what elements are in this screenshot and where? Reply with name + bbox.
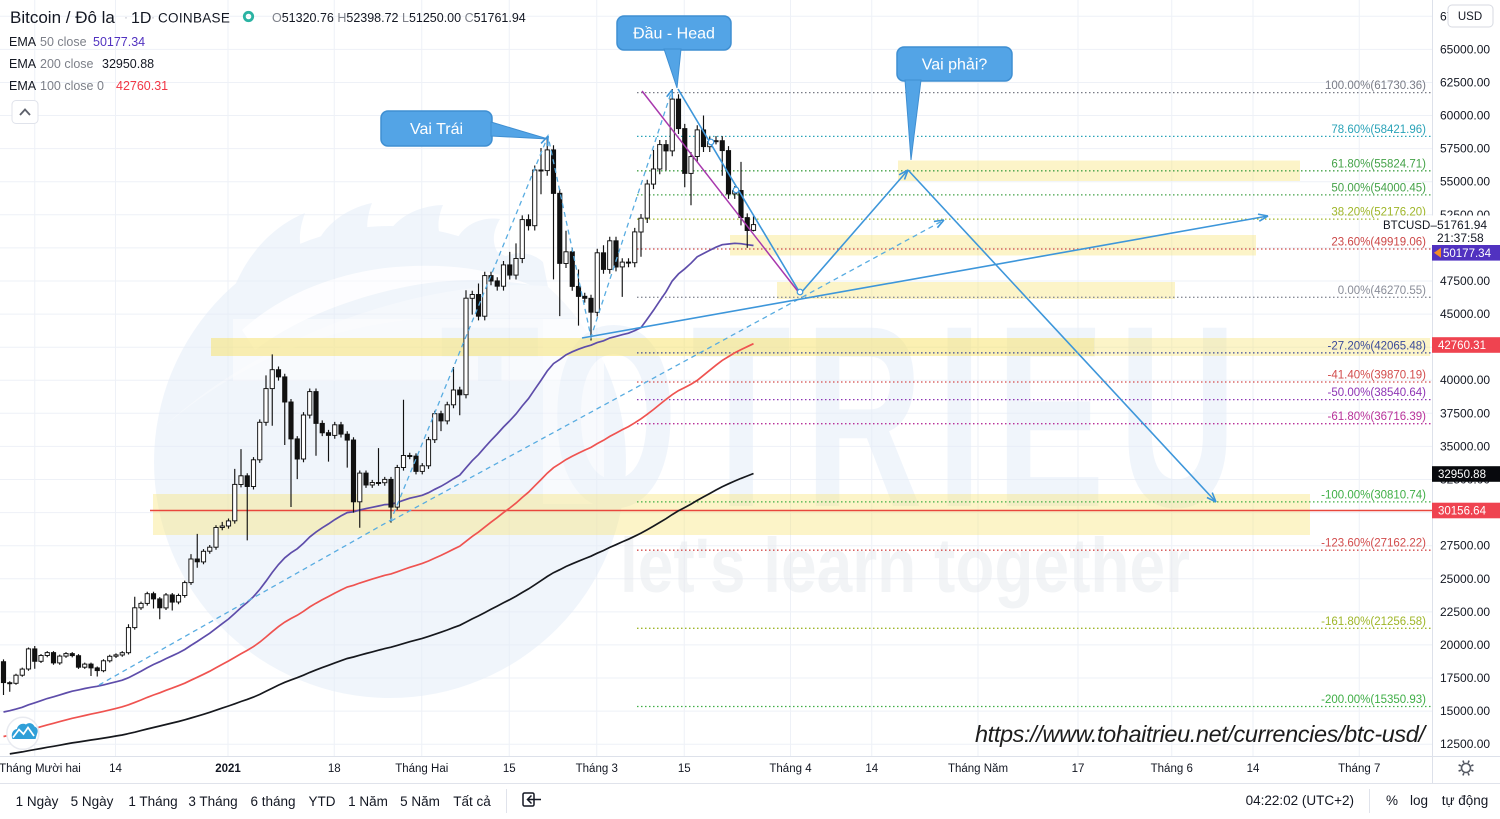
svg-text:-100.00%(30810.74): -100.00%(30810.74) bbox=[1321, 489, 1426, 501]
svg-text:0.00%(46270.55): 0.00%(46270.55) bbox=[1338, 285, 1426, 297]
svg-text:3 Tháng: 3 Tháng bbox=[188, 794, 237, 809]
svg-text:47500.00: 47500.00 bbox=[1440, 274, 1490, 288]
svg-text:-123.60%(27162.22): -123.60%(27162.22) bbox=[1321, 538, 1426, 550]
svg-text:Đầu - Head: Đầu - Head bbox=[633, 26, 715, 43]
svg-text:5 Năm: 5 Năm bbox=[400, 794, 440, 809]
svg-text:15000.00: 15000.00 bbox=[1440, 704, 1490, 718]
svg-text:1 Năm: 1 Năm bbox=[348, 794, 388, 809]
svg-text:25000.00: 25000.00 bbox=[1440, 572, 1490, 586]
svg-text:O51320.76 H52398.72 L51250.00: O51320.76 H52398.72 L51250.00 C51761.94 bbox=[272, 11, 526, 25]
svg-text:42760.31: 42760.31 bbox=[1438, 340, 1486, 352]
svg-text:18: 18 bbox=[328, 763, 341, 775]
svg-text:%: % bbox=[1386, 793, 1398, 808]
svg-text:50.00%(54000.45): 50.00%(54000.45) bbox=[1331, 182, 1426, 194]
svg-text:32950.88: 32950.88 bbox=[1438, 469, 1486, 481]
svg-text:·: · bbox=[124, 10, 128, 24]
svg-text:21:37:58: 21:37:58 bbox=[1437, 231, 1484, 245]
svg-text:14: 14 bbox=[865, 763, 878, 775]
svg-text:12500.00: 12500.00 bbox=[1440, 737, 1490, 751]
svg-text:100.00%(61730.36): 100.00%(61730.36) bbox=[1325, 80, 1426, 92]
svg-text:-200.00%(15350.93): -200.00%(15350.93) bbox=[1321, 694, 1426, 706]
svg-text:14: 14 bbox=[109, 763, 122, 775]
svg-text:Vai Trái: Vai Trái bbox=[410, 121, 463, 138]
svg-text:Vai phải?: Vai phải? bbox=[922, 57, 988, 74]
svg-text:23.60%(49919.06): 23.60%(49919.06) bbox=[1331, 237, 1426, 249]
svg-text:27500.00: 27500.00 bbox=[1440, 539, 1490, 553]
svg-text:Tháng Năm: Tháng Năm bbox=[948, 763, 1008, 775]
svg-text:Bitcoin / Đô la: Bitcoin / Đô la bbox=[10, 8, 115, 27]
svg-text:Tháng Hai: Tháng Hai bbox=[395, 763, 448, 775]
svg-text:40000.00: 40000.00 bbox=[1440, 373, 1490, 387]
svg-text:61.80%(55824.71): 61.80%(55824.71) bbox=[1331, 158, 1426, 170]
svg-text:17500.00: 17500.00 bbox=[1440, 671, 1490, 685]
svg-text:5 Ngày: 5 Ngày bbox=[71, 794, 114, 809]
svg-text:Tháng 7: Tháng 7 bbox=[1338, 763, 1380, 775]
svg-text:-41.40%(39870.19): -41.40%(39870.19) bbox=[1328, 370, 1427, 382]
svg-text:·: · bbox=[151, 10, 155, 24]
svg-text:62500.00: 62500.00 bbox=[1440, 76, 1490, 90]
svg-text:Tất cả: Tất cả bbox=[453, 794, 491, 809]
svg-text:-27.20%(42065.48): -27.20%(42065.48) bbox=[1328, 340, 1427, 352]
svg-text:14: 14 bbox=[1247, 763, 1260, 775]
svg-text:https://www.tohaitrieu.net/cur: https://www.tohaitrieu.net/currencies/bt… bbox=[975, 721, 1427, 747]
svg-text:15: 15 bbox=[503, 763, 516, 775]
svg-text:1D: 1D bbox=[131, 10, 151, 27]
svg-text:15: 15 bbox=[678, 763, 691, 775]
svg-text:45000.00: 45000.00 bbox=[1440, 307, 1490, 321]
svg-text:35000.00: 35000.00 bbox=[1440, 439, 1490, 453]
svg-text:1 Tháng: 1 Tháng bbox=[128, 794, 177, 809]
svg-text:-161.80%(21256.58): -161.80%(21256.58) bbox=[1321, 616, 1426, 628]
svg-text:tự động: tự động bbox=[1442, 793, 1489, 808]
svg-text:1 Ngày: 1 Ngày bbox=[16, 794, 59, 809]
svg-text:04:22:02 (UTC+2): 04:22:02 (UTC+2) bbox=[1246, 793, 1354, 808]
svg-text:Tháng 6: Tháng 6 bbox=[1151, 763, 1193, 775]
svg-text:50177.34: 50177.34 bbox=[1443, 248, 1492, 260]
svg-text:2021: 2021 bbox=[215, 763, 241, 775]
svg-text:log: log bbox=[1410, 793, 1428, 808]
svg-text:57500.00: 57500.00 bbox=[1440, 142, 1490, 156]
svg-text:USD: USD bbox=[1458, 11, 1482, 23]
svg-text:22500.00: 22500.00 bbox=[1440, 605, 1490, 619]
svg-text:17: 17 bbox=[1072, 763, 1085, 775]
svg-text:78.60%(58421.96): 78.60%(58421.96) bbox=[1331, 124, 1426, 136]
svg-text:6 tháng: 6 tháng bbox=[250, 794, 295, 809]
svg-text:TOTRIEU: TOTRIEU bbox=[440, 271, 1250, 561]
svg-text:30156.64: 30156.64 bbox=[1438, 506, 1487, 518]
svg-text:BTCUSD: BTCUSD bbox=[1383, 220, 1430, 232]
svg-text:65000.00: 65000.00 bbox=[1440, 42, 1490, 56]
svg-text:–: – bbox=[1431, 220, 1438, 232]
svg-text:55000.00: 55000.00 bbox=[1440, 175, 1490, 189]
svg-text:Tháng 4: Tháng 4 bbox=[769, 763, 812, 775]
svg-text:YTD: YTD bbox=[309, 794, 336, 809]
svg-text:20000.00: 20000.00 bbox=[1440, 638, 1490, 652]
svg-text:51761.94: 51761.94 bbox=[1437, 218, 1487, 232]
svg-text:37500.00: 37500.00 bbox=[1440, 406, 1490, 420]
svg-text:Tháng 3: Tháng 3 bbox=[576, 763, 618, 775]
svg-text:let's learn together: let's learn together bbox=[620, 522, 1190, 608]
svg-text:Tháng Mười hai: Tháng Mười hai bbox=[0, 763, 81, 775]
svg-text:COINBASE: COINBASE bbox=[158, 11, 230, 26]
svg-text:-50.00%(38540.64): -50.00%(38540.64) bbox=[1328, 387, 1427, 399]
svg-text:60000.00: 60000.00 bbox=[1440, 109, 1490, 123]
svg-text:-61.80%(36716.39): -61.80%(36716.39) bbox=[1328, 411, 1427, 423]
